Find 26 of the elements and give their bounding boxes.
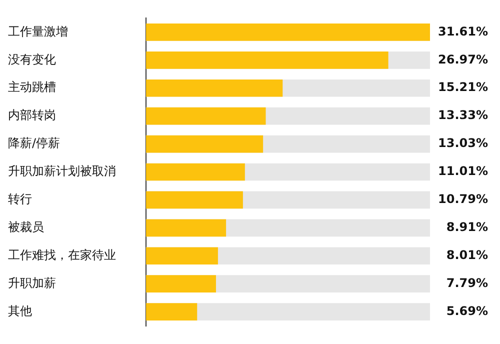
y-tick-label: 工作量激增 <box>8 24 68 38</box>
y-tick-label: 升职加薪 <box>8 276 56 290</box>
bar <box>146 303 198 320</box>
data-label: 13.33% <box>438 108 488 122</box>
data-label: 7.79% <box>446 276 488 290</box>
y-tick-label: 主动跳槽 <box>8 80 56 94</box>
y-tick-label: 其他 <box>8 304 32 318</box>
bar <box>146 247 218 265</box>
data-label: 31.61% <box>438 24 488 38</box>
data-label: 8.01% <box>446 248 488 262</box>
y-tick-label: 降薪/停薪 <box>8 136 60 150</box>
data-label: 26.97% <box>438 52 488 66</box>
data-label: 11.01% <box>438 164 488 178</box>
y-tick-label: 升职加薪计划被取消 <box>8 164 116 178</box>
y-tick-label: 被裁员 <box>8 220 44 234</box>
bar <box>146 275 216 293</box>
bar <box>146 219 226 237</box>
y-tick-label: 内部转岗 <box>8 108 56 122</box>
data-label: 15.21% <box>438 80 488 94</box>
data-label: 10.79% <box>438 192 488 206</box>
data-label: 8.91% <box>446 220 488 234</box>
y-tick-label: 转行 <box>8 192 32 206</box>
y-tick-label: 工作难找，在家待业 <box>8 248 116 262</box>
y-tick-label: 没有变化 <box>8 52 56 66</box>
data-label: 13.03% <box>438 136 488 150</box>
data-label: 5.69% <box>446 304 488 318</box>
